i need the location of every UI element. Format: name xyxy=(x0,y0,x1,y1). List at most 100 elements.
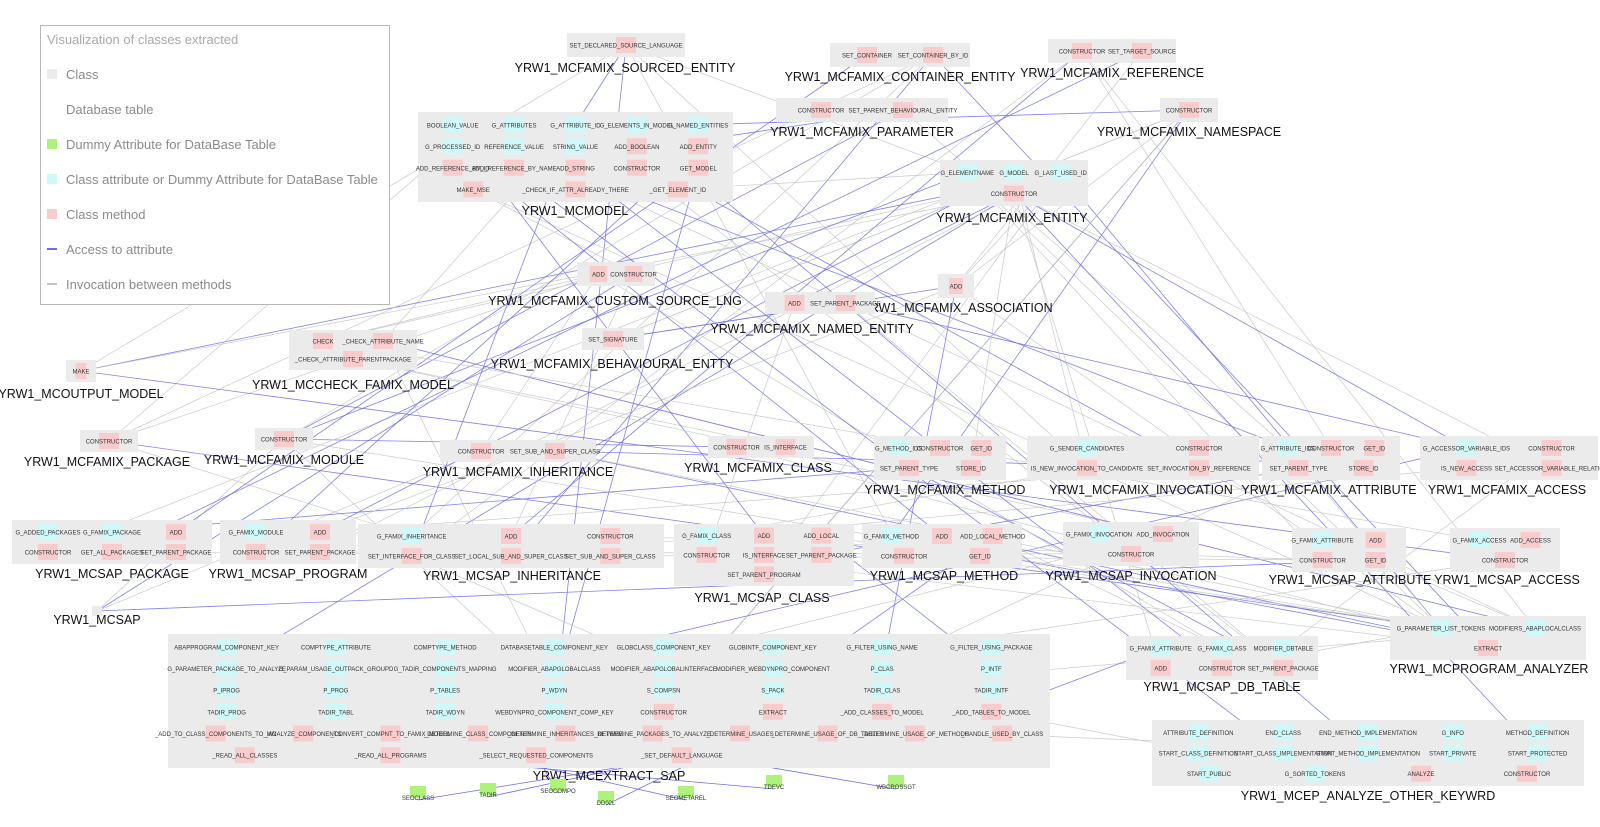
method-marker xyxy=(932,528,952,544)
attribute-label: P_INTF xyxy=(981,667,1002,673)
method-label: _DETERMINE_USAGE_OF_METHODS xyxy=(860,732,969,738)
attribute-label: GLOBCLASS_COMPONENT_KEY xyxy=(617,645,711,651)
class-box xyxy=(220,520,356,564)
invocation-edge xyxy=(510,467,1467,557)
attribute-marker xyxy=(325,638,346,655)
attribute-label: G_FAMIX_ATTRIBUTE xyxy=(1130,647,1192,653)
legend: Visualization of classes extracted Class… xyxy=(40,25,390,305)
method-marker xyxy=(730,725,751,742)
method-label: MAKE_MSE xyxy=(456,188,489,194)
method-marker xyxy=(981,703,1002,720)
invocation-edge xyxy=(970,193,1015,469)
attribute-marker xyxy=(1431,620,1451,636)
attribute-label: START_CLASS_IMPLEMENTATION xyxy=(1234,752,1332,758)
method-label: CONSTRUCTOR xyxy=(1504,772,1551,778)
attribute-label: WEBDYNPRO_COMPONENT_COMP_KEY xyxy=(495,710,613,716)
invocation-edge xyxy=(706,302,795,556)
access-edge xyxy=(80,172,1061,372)
class-name-label: YRW1_MCFAMIX_INVOCATION xyxy=(1049,483,1233,497)
method-marker xyxy=(1273,660,1294,676)
method-label: _SELECT_REQUESTED_COMPONENTS xyxy=(478,754,593,760)
attribute-label: G_FAMIX_MODULE xyxy=(228,531,283,537)
attribute-marker xyxy=(325,682,346,699)
method-label: IS_INTERFACE xyxy=(743,554,786,560)
access-edge xyxy=(319,172,1015,533)
method-label: GET_ALL_PACKAGES xyxy=(81,551,143,557)
attribute-label: G_FAMIX_INVOCATION xyxy=(1066,533,1132,539)
legend-label: Database table xyxy=(66,101,154,117)
method-label: CONSTRUCTOR xyxy=(713,446,760,452)
method-marker xyxy=(970,548,990,564)
attribute-marker xyxy=(696,527,717,544)
legend-item-access-edge: Access to attribute xyxy=(47,239,173,259)
class-name-label: YRW1_MCSAP_ATTRIBUTE xyxy=(1269,573,1432,587)
method-label: ADD_INVOCATION xyxy=(1137,533,1190,539)
method-marker xyxy=(166,524,186,540)
class-node-yrw1-mcextract-sap: ABAPPROGRAM_COMPONENT_KEY COMPTYPE_ATTRIB… xyxy=(154,634,1050,783)
class-name-label: YRW1_MCSAP xyxy=(53,613,140,627)
class-name-label: YRW1_MCSAP_CLASS xyxy=(694,591,829,605)
invocation-edge xyxy=(510,273,634,537)
attribute-marker xyxy=(626,116,647,133)
attribute-marker xyxy=(981,682,1002,699)
attribute-label: TADIR_CLAS xyxy=(864,689,901,695)
method-label: MAKE xyxy=(72,370,89,376)
method-marker xyxy=(380,747,401,764)
method-marker xyxy=(775,439,796,455)
attribute-label: G_FAMIX_ACCESS xyxy=(1452,539,1506,545)
attribute-label: S_PACK xyxy=(761,689,784,695)
legend-title: Visualization of classes extracted xyxy=(47,32,239,47)
method-label: SET_ACCESSOR_VARIABLE_RELATION xyxy=(1495,467,1600,473)
class-name-label: YRW1_MCSAP_ACCESS xyxy=(1434,573,1580,587)
attribute-label: G_TADIR_COMPONENTS_MAPPING xyxy=(394,667,497,673)
db-table-label: TADIR xyxy=(479,793,497,799)
method-marker xyxy=(1189,440,1209,456)
attribute-label: G_LAST_USED_ID xyxy=(1034,171,1087,177)
legend-swatch-class-attribute xyxy=(47,174,57,184)
class-box xyxy=(92,606,102,616)
attribute-label: DATABASETABLE_COMPONENT_KEY xyxy=(501,645,608,651)
method-marker xyxy=(1004,185,1024,202)
attribute-label: G_ADDED_PACKAGES xyxy=(16,531,81,537)
class-node-yrw1-mcfamix-sourced-entity: SET_DECLARED_SOURCE_LANGUAGE YRW1_MCFAMIX… xyxy=(515,33,736,75)
attribute-marker xyxy=(1469,532,1490,548)
attribute-marker xyxy=(1050,164,1071,181)
method-marker xyxy=(1132,43,1152,59)
method-marker xyxy=(313,333,333,349)
method-label: SET_PARENT_TYPE xyxy=(880,467,938,473)
method-marker xyxy=(930,440,950,456)
attribute-marker xyxy=(401,528,422,544)
method-marker xyxy=(99,433,119,449)
attribute-label: G_FILTER_USING_PACKAGE xyxy=(950,645,1032,651)
attribute-marker xyxy=(216,638,237,655)
invocation-edge xyxy=(322,172,1061,342)
attribute-marker xyxy=(1188,724,1209,741)
class-name-label: YRW1_MCFAMIX_INHERITANCE xyxy=(423,465,614,479)
attribute-marker xyxy=(565,116,586,133)
method-marker xyxy=(442,159,463,176)
attribute-label: G_ELEMENTS_IN_MODEL xyxy=(600,123,675,129)
attribute-label: G_FAMIX_METHOD xyxy=(864,535,920,541)
class-node-yrw1-mcsap-db-table: G_FAMIX_ATTRIBUTE G_FAMIX_CLASS MODIFIER_D… xyxy=(1126,636,1319,694)
attribute-marker xyxy=(325,660,346,677)
method-marker xyxy=(600,548,621,564)
classes: SET_DECLARED_SOURCE_LANGUAGE YRW1_MCFAMIX… xyxy=(0,33,1600,807)
method-marker xyxy=(1312,552,1333,568)
class-box xyxy=(168,634,1050,768)
attribute-label: G_PARAMETER_PACKAGE_TO_ANALYZE xyxy=(167,667,286,673)
attribute-marker xyxy=(325,703,346,720)
method-marker xyxy=(811,527,832,544)
access-edge xyxy=(1013,193,1467,449)
method-marker xyxy=(1153,526,1173,542)
access-edge xyxy=(80,370,1506,561)
db-table-label: SEOCLASS xyxy=(402,796,434,802)
attribute-marker xyxy=(981,660,1002,677)
legend-item-invocation-edge: Invocation between methods xyxy=(47,274,232,294)
method-label: CONSTRUCTOR xyxy=(798,109,845,115)
method-marker xyxy=(463,181,484,198)
attribute-label: COMPTYPE_METHOD xyxy=(414,645,478,651)
method-label: IS_INTERFACE xyxy=(764,446,807,452)
attribute-marker xyxy=(102,524,122,540)
class-node-yrw1-mcfamix-inheritance: CONSTRUCTOR SET_SUB_AND_SUPER_CLASS YRW1_M… xyxy=(423,440,614,479)
